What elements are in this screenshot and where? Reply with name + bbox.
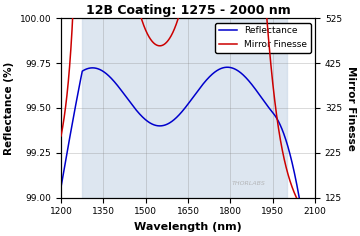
Reflectance <box>183 107 187 110</box>
Mirror Finesse <box>306 215 310 217</box>
Mirror Finesse <box>59 135 63 137</box>
Mirror Finesse <box>176 18 180 21</box>
Mirror Finesse <box>306 215 310 218</box>
Legend: Reflectance, Mirror Finesse: Reflectance, Mirror Finesse <box>215 23 311 53</box>
Y-axis label: Mirror Finesse: Mirror Finesse <box>346 66 356 150</box>
Reflectance <box>259 96 264 99</box>
X-axis label: Wavelength (nm): Wavelength (nm) <box>134 222 242 232</box>
Y-axis label: Reflectance (%): Reflectance (%) <box>4 61 14 155</box>
Mirror Finesse <box>313 222 317 225</box>
Line: Mirror Finesse: Mirror Finesse <box>61 0 315 224</box>
Title: 12B Coating: 1275 - 2000 nm: 12B Coating: 1275 - 2000 nm <box>86 4 291 17</box>
Line: Reflectance: Reflectance <box>61 67 315 236</box>
Reflectance <box>176 115 180 118</box>
Text: THORLABS: THORLABS <box>231 181 265 186</box>
Reflectance <box>59 185 63 188</box>
Bar <box>82 18 287 198</box>
Reflectance <box>72 113 76 115</box>
Reflectance <box>225 66 229 69</box>
